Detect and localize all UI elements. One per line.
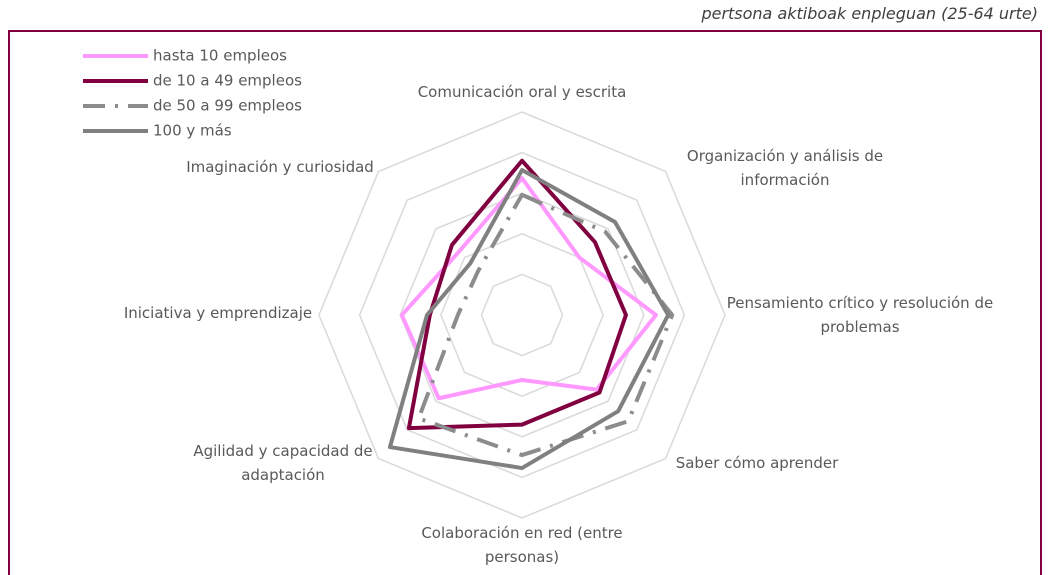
- subtitle: pertsona aktiboak enpleguan (25-64 urte): [701, 4, 1038, 23]
- chart-frame: [8, 30, 1042, 575]
- axis-label: Organización y análisis de información: [686, 147, 884, 189]
- legend-label: de 10 a 49 empleos: [153, 72, 302, 90]
- grid-ring: [399, 192, 645, 438]
- legend-label: hasta 10 empleos: [153, 47, 287, 65]
- series-line: [387, 168, 671, 471]
- axis-label: Imaginación y curiosidad: [186, 158, 374, 176]
- legend-label: de 50 a 99 empleos: [153, 97, 302, 115]
- axis-label: Pensamiento crítico y resolución de prob…: [726, 294, 994, 336]
- axis-label: Agilidad y capacidad de adaptación: [193, 442, 373, 484]
- series-line: [406, 158, 628, 431]
- grid-ring: [318, 111, 726, 519]
- axis-label: Colaboración en red (entre personas): [421, 524, 623, 566]
- grid-ring: [358, 151, 686, 479]
- axis-label: Iniciativa y emprendizaje: [123, 304, 313, 322]
- grid-ring: [480, 273, 564, 357]
- axis-label: Comunicación oral y escrita: [417, 83, 627, 101]
- series-line: [416, 192, 675, 458]
- series-line: [399, 176, 658, 401]
- axis-label: Saber cómo aprender: [675, 454, 839, 472]
- legend-label: 100 y más: [153, 122, 232, 140]
